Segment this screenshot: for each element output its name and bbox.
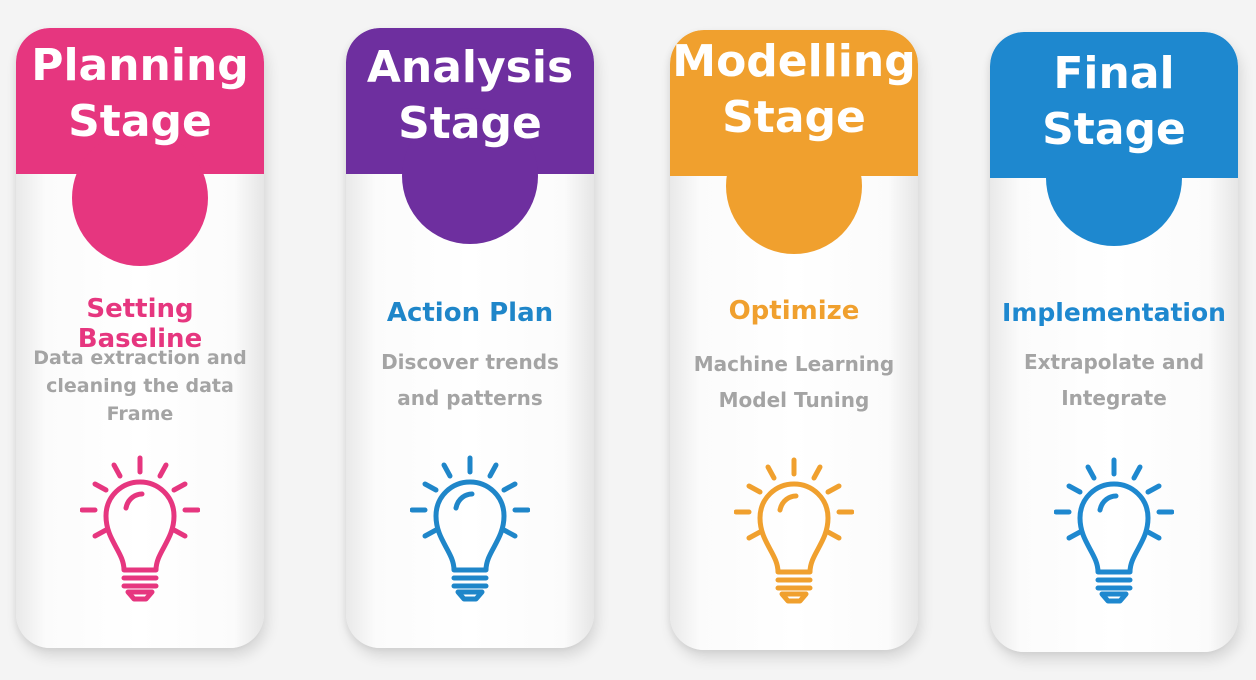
stage-header-tab (1046, 110, 1182, 246)
stage-header-tab (402, 108, 538, 244)
stage-card-analysis: Analysis Stage Action Plan Discover tren… (346, 28, 594, 648)
lightbulb-icon (1054, 457, 1174, 604)
stage-subtitle: Optimize (728, 296, 860, 326)
stage-header-tab (72, 130, 208, 266)
stage-description: Machine Learning Model Tuning (693, 352, 895, 412)
stage-subtitle: Action Plan (386, 298, 554, 328)
stage-card-planning: Planning Stage Setting Baseline Data ext… (16, 28, 264, 648)
stage-description: Discover trends and patterns (381, 350, 559, 410)
stage-card-modelling: Modelling Stage Optimize Machine Learnin… (670, 30, 918, 650)
stage-description: Extrapolate and Integrate (1023, 350, 1205, 410)
stage-subtitle: Implementation (1002, 298, 1226, 327)
stage-title: Planning Stage (31, 40, 249, 147)
stage-header-tab (726, 118, 862, 254)
stage-title: Analysis Stage (366, 42, 574, 149)
lightbulb-icon (734, 457, 854, 604)
stage-title: Modelling Stage (672, 36, 916, 143)
stage-card-final: Final Stage Implementation Extrapolate a… (990, 32, 1238, 652)
lightbulb-icon (80, 455, 200, 602)
lightbulb-icon (410, 455, 530, 602)
stage-subtitle: Setting Baseline (77, 294, 203, 354)
stage-title: Final Stage (1042, 48, 1186, 155)
stage-description: Data extraction and cleaning the data Fr… (33, 347, 247, 425)
